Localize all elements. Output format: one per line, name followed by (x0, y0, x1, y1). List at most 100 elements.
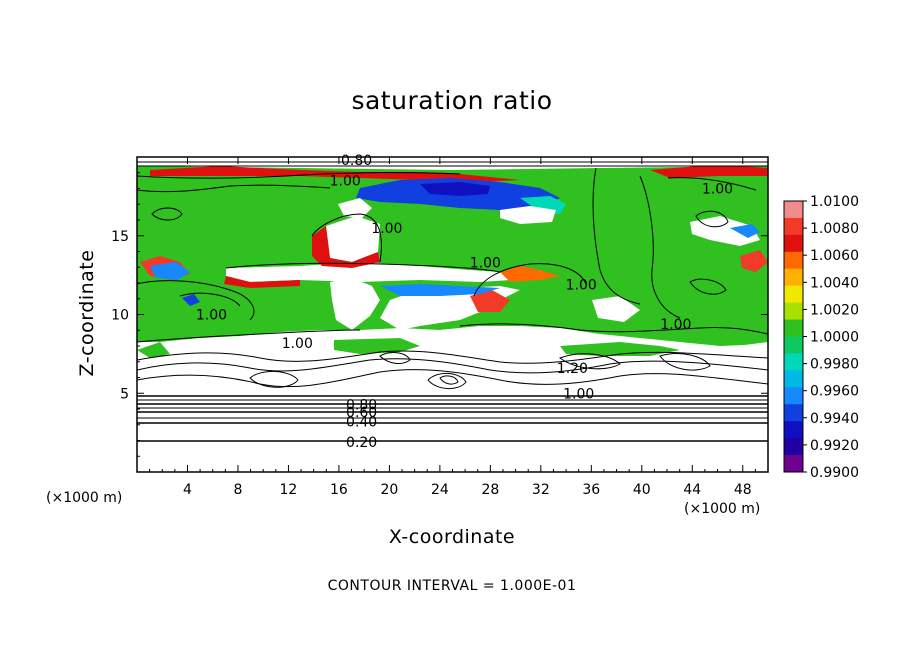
colorbar: 1.0100 1.0080 1.0060 1.0040 1.0020 1.0000 0.99… (783, 194, 859, 481)
colorbar-label-2: 1.0060 (810, 248, 859, 264)
field-region-red-edge-a (312, 226, 380, 268)
contour-label-4: 1.00 (563, 386, 594, 402)
colorbar-swatch-1 (784, 217, 803, 236)
colorbar-label-9: 0.9920 (810, 438, 859, 454)
colorbar-label-4: 1.0020 (810, 302, 859, 318)
field-region-orange-edge-c (500, 266, 560, 282)
field-region-red-right (740, 250, 768, 272)
x-tick-label-16: 16 (330, 482, 348, 498)
x-tick-label-48: 48 (734, 482, 752, 498)
contour-label-5: 1.20 (557, 361, 588, 377)
contour-label-12: 1.00 (702, 182, 733, 198)
field-region-red-mid (470, 290, 510, 312)
contour-line-right-column-b (639, 175, 681, 319)
field-region-green-left-column (137, 342, 170, 358)
contour-label-14: 0.80 (341, 153, 372, 169)
x-tick-label-20: 20 (380, 482, 398, 498)
colorbar-swatch-13 (784, 421, 803, 439)
colorbar-label-3: 1.0040 (810, 275, 859, 291)
contour-label-2: 0.60 (346, 405, 377, 421)
colorbar-label-0: 1.0100 (810, 194, 859, 210)
x-axis-unit-right: (×1000 m) (684, 501, 761, 517)
y-tick-label-15: 15 (111, 229, 129, 245)
colorbar-swatch-14 (784, 438, 803, 456)
y-axis: 5 10 15 (111, 172, 768, 457)
contour-label-10: 1.00 (371, 221, 402, 237)
contour-line-left-loop (151, 207, 183, 221)
contour-label-11: 1.00 (196, 308, 227, 324)
contour-line-right-column-c (667, 177, 757, 191)
x-tick-label-40: 40 (633, 482, 651, 498)
contour-label-0: 0.20 (346, 435, 377, 451)
x-tick-label-28: 28 (481, 482, 499, 498)
field-region-red-edge-b (224, 276, 300, 288)
field-region-blue-small (182, 294, 200, 306)
contour-line-left-lower-a (137, 280, 255, 321)
colorbar-label-6: 0.9980 (810, 357, 859, 373)
contour-line-eddy-b (427, 373, 467, 389)
contour-label-7: 1.00 (660, 317, 691, 333)
field-region-white-right-a (592, 296, 640, 322)
colorbar-label-5: 1.0000 (810, 330, 859, 346)
field-region-green-lower-patch (334, 338, 420, 354)
contour-line-eddy-d (379, 352, 411, 364)
colorbar-swatch-9 (784, 353, 803, 371)
contour-line-mid-b (137, 358, 768, 374)
colorbar-label-10: 0.9900 (810, 465, 859, 481)
colorbar-swatch-10 (784, 370, 803, 388)
y-tick-label-5: 5 (120, 386, 129, 402)
y-tick-label-10: 10 (111, 308, 129, 324)
colorbar-swatch-6 (784, 302, 803, 321)
colorbar-label-8: 0.9940 (810, 411, 859, 427)
field-region-white-low-band (137, 326, 768, 472)
colorbar-swatch-8 (784, 336, 803, 354)
contour-label-group: 0.20 0.400.60 0.80 1.00 1.20 1.00 1.00 1.00 1.00… (196, 153, 733, 451)
x-tick-label-4: 4 (183, 482, 192, 498)
x-axis: 4 8 12 16 20 24 28 32 36 40 44 48 (149, 157, 756, 498)
x-axis-title: X-coordinate (388, 526, 516, 548)
field-region-white-top-cell (500, 206, 556, 224)
field-region-white-top-left (338, 198, 372, 218)
field-region-red-right-top (650, 166, 768, 178)
colorbar-swatch-11 (784, 387, 803, 405)
x-tick-label-8: 8 (233, 482, 242, 498)
contour-label-9: 1.00 (470, 256, 501, 272)
colorbar-swatch-0 (784, 201, 803, 219)
contour-line-cell-boundary-a (311, 213, 382, 263)
chart-title: saturation ratio (351, 86, 553, 115)
field-region-white-top (137, 157, 768, 170)
contour-interval-note: CONTOUR INTERVAL = 1.000E-01 (327, 578, 577, 594)
colorbar-label-7: 0.9960 (810, 384, 859, 400)
x-tick-label-12: 12 (280, 482, 298, 498)
field-region-white-cell-b (326, 216, 380, 262)
contour-line-cell-boundary-c (473, 263, 587, 297)
contour-line-eddy-f (659, 353, 711, 371)
field-region-navy-core (420, 182, 490, 196)
contour-label-1: 0.40 (346, 415, 377, 431)
contour-line-right-loop (695, 210, 729, 228)
contour-label-8: 1.00 (566, 278, 597, 294)
colorbar-swatch-3 (784, 251, 803, 270)
field-region-white-band-upper (226, 262, 510, 282)
contour-line-mid-c (137, 350, 768, 364)
x-tick-label-44: 44 (683, 482, 701, 498)
x-axis-unit-left: (×1000 m) (46, 490, 123, 506)
contour-line-right-column-a (592, 167, 641, 305)
x-tick-label-36: 36 (582, 482, 600, 498)
field-region-white-cell-a (330, 278, 380, 330)
contour-line-1-00-upper-b (459, 323, 768, 335)
field-region-blue-band (380, 284, 500, 296)
field-region-white-right-cell (690, 216, 760, 246)
contour-line-left-lower-b (179, 292, 241, 307)
x-tick-label-24: 24 (431, 482, 449, 498)
colorbar-swatch-7 (784, 319, 803, 337)
contour-line-right-mid (689, 278, 727, 295)
contour-label-13: 1.00 (330, 174, 361, 190)
y-axis-title: Z-coordinate (76, 249, 98, 377)
x-tick-label-32: 32 (532, 482, 550, 498)
field-region-cyan-top (520, 196, 566, 214)
contour-line-mid-a (137, 369, 768, 388)
contour-label-6: 1.00 (282, 336, 313, 352)
colorbar-swatch-2 (784, 234, 803, 253)
